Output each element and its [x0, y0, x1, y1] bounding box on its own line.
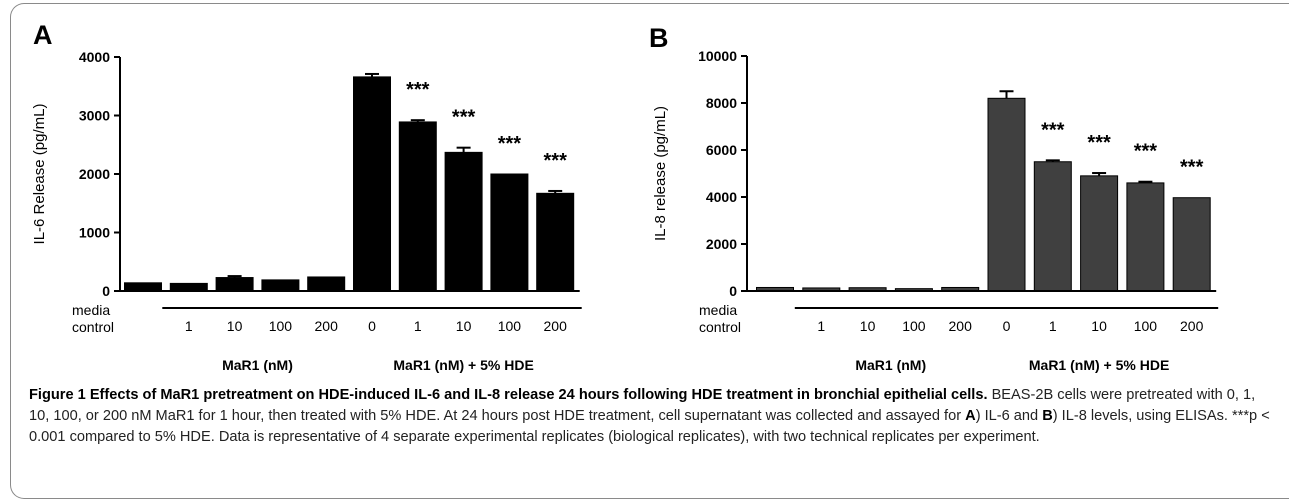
significance-marker: *** [1041, 119, 1065, 141]
bar [1126, 182, 1165, 292]
x-category-label: 200 [315, 318, 339, 334]
caption-title: Figure 1 Effects of MaR1 pretreatment on… [29, 387, 988, 403]
bar [444, 151, 483, 292]
x-category-label: 200 [949, 318, 973, 334]
x-category-label: 0 [368, 318, 376, 334]
caption-label-a: A [965, 408, 976, 424]
significance-marker: *** [1087, 132, 1111, 154]
y-tick-label: 2000 [79, 166, 110, 182]
figure-frame [10, 3, 1289, 499]
caption-body-3: ) IL-8 levels, using ELISAs. ***p < 0.00… [29, 408, 1270, 445]
y-tick-label: 3000 [79, 108, 110, 124]
x-category-label: 1 [817, 318, 825, 334]
bar [1172, 197, 1211, 292]
significance-marker: *** [1180, 157, 1204, 179]
significance-marker: *** [544, 150, 568, 172]
chart-panel-b: BIL-8 release (pg/mL)0200040006000800010… [649, 23, 1219, 373]
x-category-label: 1 [185, 318, 193, 334]
y-tick-label: 10000 [698, 48, 737, 64]
significance-marker: *** [406, 79, 430, 101]
chart-panel-a: AIL-6 Release (pg/mL)01000200030004000**… [31, 20, 582, 373]
x-category-label: 100 [498, 318, 522, 334]
y-tick-label: 6000 [706, 142, 737, 158]
y-tick-label: 0 [729, 283, 737, 299]
bar [987, 97, 1026, 292]
x-category-label: media control [699, 302, 741, 335]
x-category-label: 200 [1180, 318, 1204, 334]
significance-marker: *** [452, 107, 476, 129]
bar [307, 276, 346, 292]
x-category-label: 100 [902, 318, 926, 334]
panel-label: B [649, 23, 669, 53]
y-tick-label: 1000 [79, 225, 110, 241]
group-label: MaR1 (nM) [222, 357, 293, 373]
x-category-label: 10 [456, 318, 472, 334]
bar [169, 282, 208, 292]
bar [124, 282, 162, 292]
y-tick-label: 8000 [706, 95, 737, 111]
bar [353, 76, 391, 292]
x-category-label: 100 [269, 318, 293, 334]
bar [261, 279, 300, 292]
y-tick-label: 4000 [79, 49, 110, 65]
y-tick-label: 2000 [706, 236, 737, 252]
x-category-label: media control [72, 302, 114, 335]
x-category-label: 10 [227, 318, 243, 334]
x-category-label: 1 [414, 318, 422, 334]
bar [1080, 175, 1119, 292]
figure-caption: Figure 1 Effects of MaR1 pretreatment on… [29, 385, 1274, 448]
group-label: MaR1 (nM) [855, 357, 926, 373]
x-category-label: 0 [1003, 318, 1011, 334]
bar [536, 192, 575, 292]
group-label: MaR1 (nM) + 5% HDE [1029, 357, 1169, 373]
caption-label-b: B [1042, 408, 1053, 424]
y-axis-title: IL-8 release (pg/mL) [652, 106, 669, 241]
panel-label: A [33, 20, 53, 50]
bar [1033, 161, 1072, 292]
x-category-label: 10 [860, 318, 876, 334]
bar [490, 173, 529, 292]
caption-body-2: ) IL-6 and [975, 408, 1043, 424]
y-axis-title: IL-6 Release (pg/mL) [31, 104, 48, 245]
bar [398, 121, 437, 292]
significance-marker: *** [498, 133, 522, 155]
y-tick-label: 4000 [706, 189, 737, 205]
y-tick-label: 0 [102, 283, 110, 299]
group-label: MaR1 (nM) + 5% HDE [393, 357, 533, 373]
x-category-label: 10 [1091, 318, 1107, 334]
x-category-label: 200 [544, 318, 568, 334]
x-category-label: 100 [1134, 318, 1158, 334]
bar [215, 277, 254, 292]
caption-body-1: BEAS-2B cells were pretreated with 0, 1,… [29, 387, 1256, 424]
significance-marker: *** [1134, 141, 1158, 163]
x-category-label: 1 [1049, 318, 1057, 334]
